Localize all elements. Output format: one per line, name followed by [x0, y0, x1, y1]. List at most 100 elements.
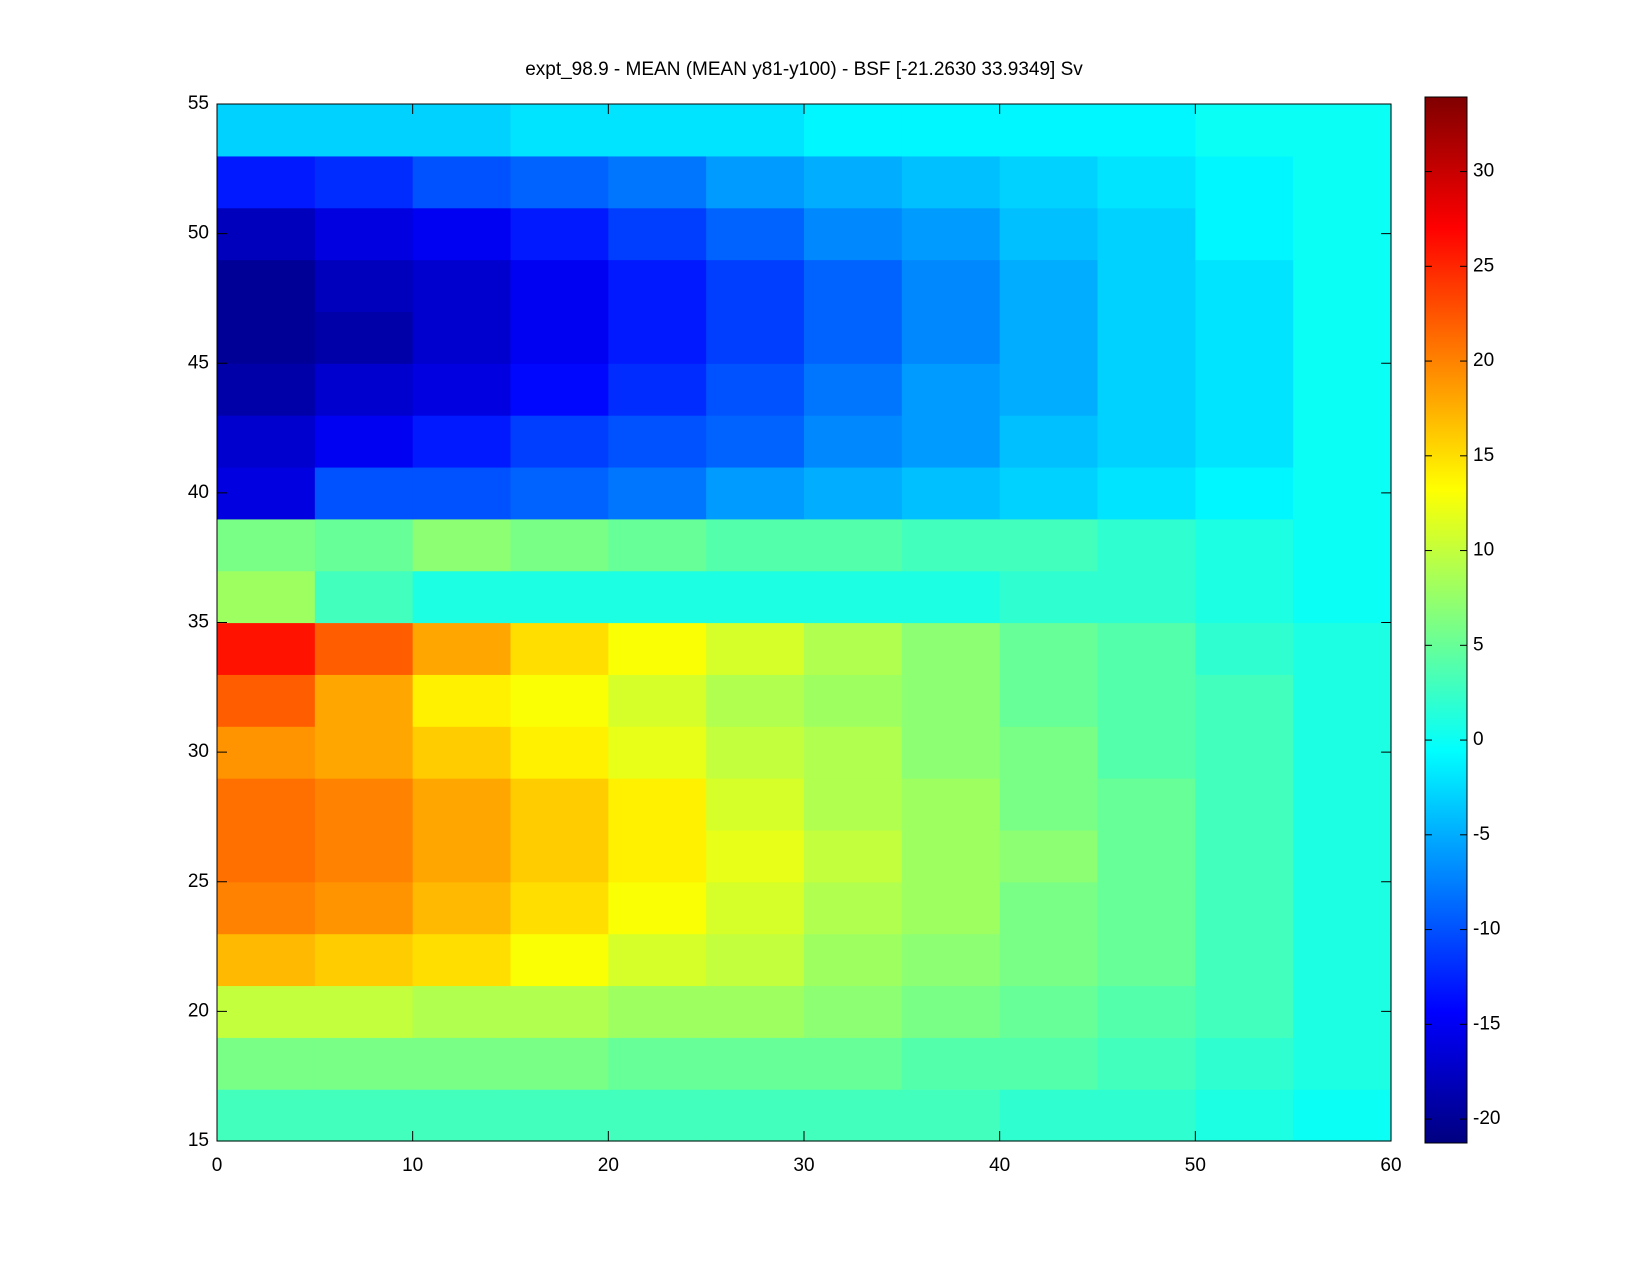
heat-cell	[412, 466, 512, 520]
heat-cell	[1195, 829, 1294, 883]
heat-cell	[1195, 1037, 1294, 1090]
heat-cell	[1097, 1089, 1196, 1142]
heat-cell	[510, 311, 609, 364]
heat-cell	[901, 1037, 1001, 1090]
heat-cell	[510, 1089, 609, 1142]
heat-cell	[314, 881, 414, 935]
heat-cell	[217, 985, 316, 1038]
heat-cell	[804, 674, 903, 727]
heat-cell	[412, 104, 512, 157]
heat-cell	[510, 207, 609, 261]
heat-cell	[1097, 311, 1196, 364]
heat-cell	[217, 674, 316, 727]
heat-cell	[608, 622, 707, 675]
heat-cell	[510, 155, 609, 209]
heat-cell	[1293, 155, 1392, 209]
heat-cell	[804, 1089, 903, 1142]
heat-cell	[1195, 674, 1294, 727]
heat-cell	[901, 518, 1001, 572]
heat-cell	[412, 1037, 512, 1090]
heat-cell	[804, 415, 903, 468]
heat-cell	[1195, 104, 1294, 157]
heat-cell	[217, 415, 316, 468]
heat-cell	[804, 363, 903, 416]
y-tick-label: 45	[188, 352, 209, 373]
heat-cell	[999, 207, 1099, 261]
heat-cell	[412, 1089, 512, 1142]
heat-cell	[1293, 1037, 1392, 1090]
heat-cell	[706, 415, 805, 468]
heat-cell	[608, 466, 707, 520]
heat-cell	[999, 311, 1099, 364]
x-tick-label: 0	[212, 1155, 223, 1176]
heat-cell	[314, 466, 414, 520]
heat-cell	[999, 726, 1099, 779]
heat-cell	[1097, 1037, 1196, 1090]
heat-cell	[217, 1037, 316, 1090]
heat-cell	[1097, 933, 1196, 987]
x-tick-label: 40	[989, 1155, 1010, 1176]
heat-cell	[608, 829, 707, 883]
heat-cell	[1097, 622, 1196, 675]
heat-cell	[217, 518, 316, 572]
heat-cell	[706, 466, 805, 520]
heat-cell	[217, 259, 316, 312]
heat-cell	[1195, 985, 1294, 1038]
heat-cell	[608, 155, 707, 209]
heat-cell	[608, 778, 707, 831]
colorbar-tick-label: -20	[1473, 1108, 1500, 1129]
heat-cell	[999, 622, 1099, 675]
heat-cell	[804, 829, 903, 883]
heat-cell	[412, 363, 512, 416]
heat-cell	[901, 104, 1001, 157]
heat-cell	[217, 207, 316, 261]
heat-cell	[510, 674, 609, 727]
heat-cell	[706, 829, 805, 883]
heat-cell	[999, 363, 1099, 416]
heat-cell	[804, 259, 903, 312]
heat-cell	[804, 778, 903, 831]
heat-cell	[1195, 311, 1294, 364]
heat-cell	[804, 570, 903, 624]
heat-cell	[999, 104, 1099, 157]
heat-cell	[1195, 1089, 1294, 1142]
heat-cell	[510, 363, 609, 416]
heat-cell	[999, 933, 1099, 987]
heat-cell	[1293, 207, 1392, 261]
heat-cell	[901, 363, 1001, 416]
y-tick-label: 50	[188, 223, 209, 244]
heat-cell	[1195, 778, 1294, 831]
heat-cell	[412, 259, 512, 312]
heat-cell	[1293, 1089, 1392, 1142]
heat-cell	[1097, 726, 1196, 779]
heat-cell	[1097, 985, 1196, 1038]
heat-cell	[1097, 881, 1196, 935]
heat-cell	[999, 1089, 1099, 1142]
heat-cell	[412, 207, 512, 261]
heat-cell	[217, 726, 316, 779]
y-tick-label: 20	[188, 1000, 209, 1021]
heat-cell	[608, 518, 707, 572]
heat-cell	[510, 104, 609, 157]
heat-cell	[1195, 933, 1294, 987]
y-tick-label: 55	[188, 93, 209, 114]
x-tick-label: 50	[1185, 1155, 1206, 1176]
heat-cell	[1293, 415, 1392, 468]
heat-cell	[804, 311, 903, 364]
heat-cell	[999, 829, 1099, 883]
heat-cell	[1195, 363, 1294, 416]
heat-cell	[999, 415, 1099, 468]
heat-cell	[901, 726, 1001, 779]
heat-cell	[217, 466, 316, 520]
heat-cell	[314, 829, 414, 883]
colorbar	[1424, 96, 1468, 1144]
heat-cell	[412, 778, 512, 831]
heat-cell	[1195, 259, 1294, 312]
heat-cell	[1195, 622, 1294, 675]
heat-cell	[1195, 726, 1294, 779]
y-tick-label: 40	[188, 482, 209, 503]
heat-cell	[510, 259, 609, 312]
heat-cell	[999, 155, 1099, 209]
heat-cell	[1097, 829, 1196, 883]
heat-cell	[217, 570, 316, 624]
